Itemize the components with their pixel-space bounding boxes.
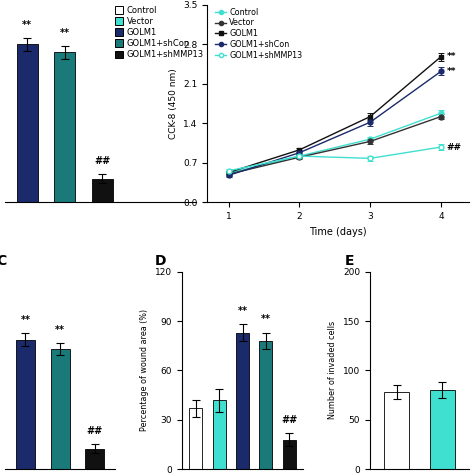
Text: **: **: [447, 67, 456, 76]
Bar: [92, 179, 113, 202]
Text: **: **: [237, 306, 247, 316]
Text: ##: ##: [86, 426, 103, 436]
Bar: [236, 333, 249, 469]
Y-axis label: Number of invaded cells: Number of invaded cells: [328, 321, 337, 419]
Bar: [189, 408, 202, 469]
Text: ##: ##: [281, 415, 298, 425]
Text: C: C: [0, 254, 6, 268]
Text: ##: ##: [94, 156, 110, 166]
X-axis label: Time (days): Time (days): [310, 227, 367, 237]
Bar: [16, 339, 35, 469]
Text: ##: ##: [447, 143, 462, 152]
Text: D: D: [155, 254, 166, 268]
Bar: [213, 400, 226, 469]
Text: B: B: [176, 0, 187, 1]
Bar: [259, 341, 273, 469]
Bar: [429, 390, 455, 469]
Bar: [17, 44, 37, 202]
Bar: [384, 392, 410, 469]
Text: **: **: [261, 314, 271, 324]
Bar: [283, 439, 296, 469]
Legend: Control, Vector, GOLM1, GOLM1+shCon, GOLM1+shMMP13: Control, Vector, GOLM1, GOLM1+shCon, GOL…: [214, 7, 303, 61]
Bar: [55, 52, 75, 202]
Y-axis label: Percentage of wound area (%): Percentage of wound area (%): [140, 310, 149, 431]
Legend: Control, Vector, GOLM1, GOLM1+shCon, GOLM1+shMMP13: Control, Vector, GOLM1, GOLM1+shCon, GOL…: [114, 5, 205, 60]
Text: E: E: [345, 254, 355, 268]
Text: **: **: [22, 20, 32, 30]
Text: **: **: [60, 28, 70, 38]
Text: **: **: [55, 325, 65, 335]
Bar: [85, 449, 104, 469]
Y-axis label: CCK-8 (450 nm): CCK-8 (450 nm): [169, 68, 178, 139]
Text: **: **: [447, 52, 456, 61]
Bar: [51, 349, 70, 469]
Text: **: **: [20, 315, 30, 325]
